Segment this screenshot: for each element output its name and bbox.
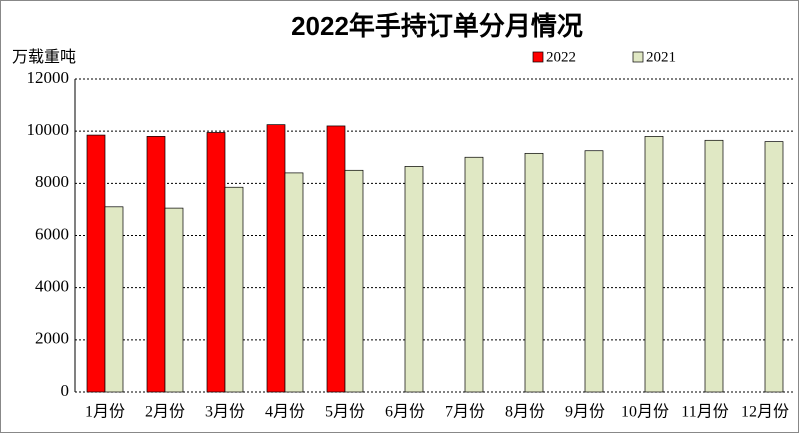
bar <box>224 186 244 393</box>
bar <box>326 125 346 393</box>
bar <box>404 166 424 393</box>
bar <box>584 150 604 393</box>
y-tick-label: 2000 <box>35 329 69 348</box>
bar <box>704 139 724 393</box>
bar <box>206 132 226 393</box>
x-tick-label: 2月份 <box>145 403 185 421</box>
x-tick-label: 1月份 <box>85 403 125 421</box>
legend-label: 2021 <box>646 49 676 65</box>
y-tick-label: 8000 <box>35 172 69 191</box>
bar <box>104 206 124 393</box>
y-tick-label: 10000 <box>27 120 70 139</box>
x-tick-label: 9月份 <box>565 403 605 421</box>
legend-label: 2022 <box>546 49 576 65</box>
bar <box>164 207 184 393</box>
bar <box>266 124 286 393</box>
x-tick-label: 11月份 <box>681 403 728 421</box>
x-tick-label: 4月份 <box>265 403 305 421</box>
bar <box>644 136 664 393</box>
y-tick-label: 0 <box>61 381 70 400</box>
y-tick-label: 4000 <box>35 277 69 296</box>
legend-swatch <box>632 51 644 63</box>
legend-swatch <box>532 51 544 63</box>
y-tick-label: 12000 <box>27 68 70 87</box>
x-tick-label: 7月份 <box>445 403 485 421</box>
x-tick-label: 10月份 <box>621 403 669 421</box>
bar <box>146 136 166 393</box>
y-tick-label: 6000 <box>35 224 69 243</box>
bar <box>524 152 544 393</box>
y-axis-label: 万载重吨 <box>12 48 76 66</box>
x-tick-label: 5月份 <box>325 403 365 421</box>
bar <box>464 156 484 393</box>
x-tick-label: 6月份 <box>385 403 425 421</box>
bar <box>284 172 304 393</box>
chart-title: 2022年手持订单分月情况 <box>291 11 583 41</box>
bar <box>344 169 364 393</box>
x-tick-label: 8月份 <box>505 403 545 421</box>
x-tick-label: 12月份 <box>741 403 789 421</box>
bar <box>86 134 106 393</box>
x-tick-label: 3月份 <box>205 403 245 421</box>
bar <box>764 141 784 393</box>
